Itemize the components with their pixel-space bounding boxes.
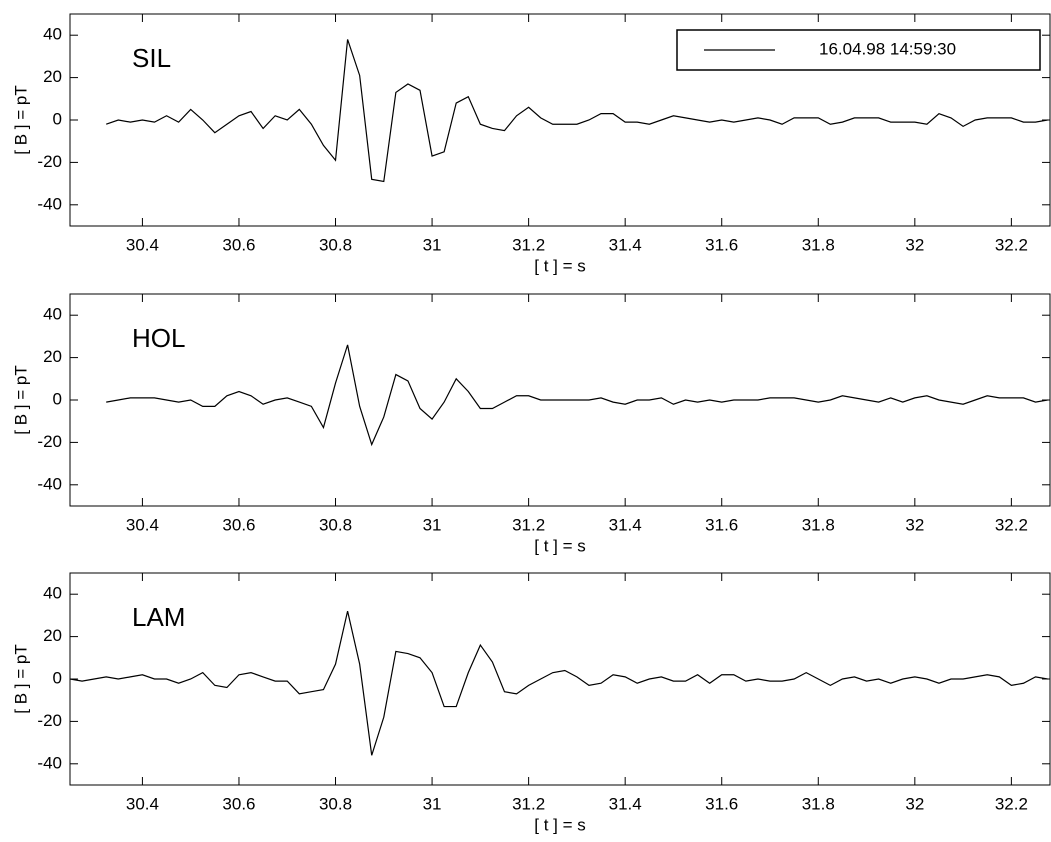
y-tick-label: 0 [53,668,62,687]
x-tick-label: 30.6 [222,794,255,813]
x-tick-label: 31.4 [609,235,642,254]
x-tick-label: 30.8 [319,235,352,254]
axes-frame [69,13,1051,227]
axes-frame [69,572,1051,786]
x-tick-label: 30.6 [222,235,255,254]
x-tick-label: 32.2 [995,794,1028,813]
axes-frame [69,293,1051,507]
x-tick-label: 31 [423,794,442,813]
x-tick-label: 31.2 [512,794,545,813]
x-tick-label: 31.2 [512,235,545,254]
x-tick-label: 30.4 [126,515,159,534]
subplot: -40 -20 0 20 40 30.4 30.6 30.8 31 31.2 31.4 31.6 31.… [11,572,1051,834]
y-tick-label: 0 [53,109,62,128]
y-tick-label: 40 [43,305,62,324]
subplot: -40 -20 0 20 40 30.4 30.6 30.8 31 31.2 31.4 31.6 31.… [11,293,1051,555]
x-tick-label: 31.2 [512,515,545,534]
y-axis-label: [ B ] = pT [11,85,30,154]
x-tick-label: 30.4 [126,235,159,254]
x-tick-label: 30.4 [126,794,159,813]
x-tick-label: 31.8 [802,235,835,254]
plot-area [70,573,1050,785]
y-tick-label: 20 [43,347,62,366]
x-tick-label: 31.4 [609,515,642,534]
annotation: SIL [132,43,171,73]
x-tick-label: 30.8 [319,515,352,534]
x-tick-label: 31.8 [802,794,835,813]
data-line [70,611,1048,756]
y-tick-label: -40 [37,753,62,772]
x-axis-label: [ t ] = s [534,536,586,555]
y-tick-label: 40 [43,25,62,44]
x-tick-label: 32 [905,235,924,254]
x-tick-label: 31.6 [705,794,738,813]
legend-label: 16.04.98 14:59:30 [819,39,956,58]
x-axis-label: [ t ] = s [534,815,586,834]
x-tick-label: 32 [905,794,924,813]
y-tick-label: 0 [53,389,62,408]
y-tick-label: 20 [43,67,62,86]
y-axis-label: [ B ] = pT [11,365,30,434]
x-tick-label: 31.6 [705,235,738,254]
y-tick-label: -40 [37,474,62,493]
x-tick-label: 30.6 [222,515,255,534]
y-tick-label: -20 [37,432,62,451]
x-tick-label: 31.8 [802,515,835,534]
legend-box [676,29,1041,71]
annotation: LAM [132,602,185,632]
x-tick-label: 32.2 [995,235,1028,254]
y-tick-label: -20 [37,711,62,730]
x-tick-label: 30.8 [319,794,352,813]
x-tick-label: 31 [423,235,442,254]
x-tick-label: 32 [905,515,924,534]
y-tick-label: 20 [43,626,62,645]
x-tick-label: 31 [423,515,442,534]
x-tick-label: 31.4 [609,794,642,813]
data-line [106,39,1048,183]
x-tick-label: 31.6 [705,515,738,534]
x-axis-label: [ t ] = s [534,256,586,275]
y-tick-label: -40 [37,194,62,213]
y-tick-label: 40 [43,584,62,603]
subplot: -40 -20 0 20 40 30.4 30.6 30.8 31 31.2 31.4 31.6 31.… [11,13,1051,275]
annotation: HOL [132,323,185,353]
y-tick-label: -20 [37,152,62,171]
data-line [106,344,1048,447]
y-axis-label: [ B ] = pT [11,644,30,713]
x-tick-label: 32.2 [995,515,1028,534]
